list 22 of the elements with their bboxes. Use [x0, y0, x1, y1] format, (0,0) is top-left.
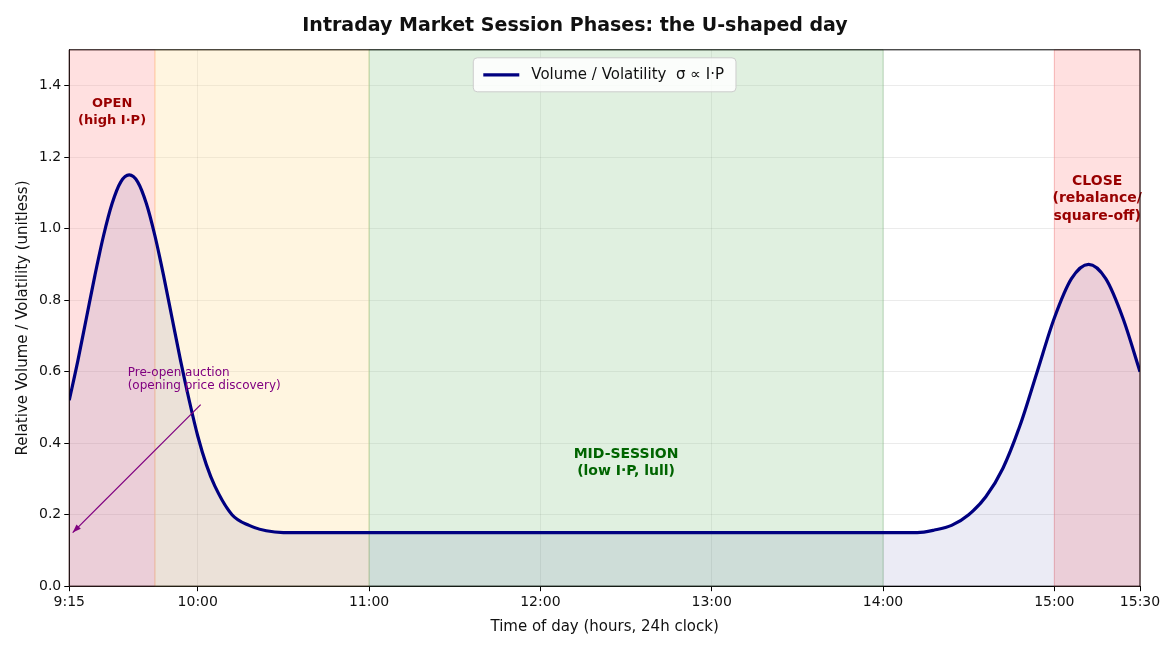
y-tick-label: 1.4 — [39, 76, 62, 93]
x-tick-label: 9:15 — [53, 593, 85, 610]
x-tick-label: 12:00 — [520, 593, 561, 610]
band-label: MID-SESSION (low I·P, lull) — [573, 444, 679, 479]
y-tick-label: 1.2 — [39, 147, 62, 164]
x-axis-title: Time of day (hours, 24h clock) — [489, 616, 719, 635]
y-tick-label: 0.2 — [39, 505, 62, 522]
band-label: OPEN (high I·P) — [78, 95, 147, 127]
y-tick-label: 0.6 — [39, 362, 62, 379]
x-tick-label: 14:00 — [862, 593, 904, 610]
chart-title: Intraday Market Session Phases: the U-shaped day — [302, 13, 849, 36]
x-tick-label: 11:00 — [348, 593, 390, 610]
x-tick-label: 10:00 — [177, 593, 218, 610]
y-tick-label: 0.4 — [39, 433, 62, 450]
x-tick-label: 15:00 — [1034, 593, 1075, 610]
y-tick-label: 0.0 — [39, 576, 62, 593]
y-tick-label: 0.8 — [39, 290, 62, 307]
legend-label: Volume / Volatility σ ∝ I·P — [531, 64, 724, 83]
y-axis-title: Relative Volume / Volatility (unitless) — [12, 180, 31, 456]
x-tick-label: 15:30 — [1119, 593, 1161, 610]
x-tick-label: 13:00 — [691, 593, 732, 610]
y-tick-label: 1.0 — [39, 219, 62, 236]
